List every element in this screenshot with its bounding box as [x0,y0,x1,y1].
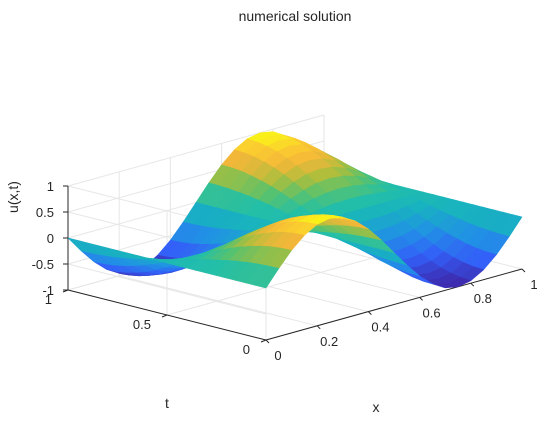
x-tick-mark [316,325,321,330]
z-axis-label: u(x,t) [5,181,21,213]
z-tick-label: 1 [47,179,54,194]
y-tick-label: 1 [45,292,52,307]
z-tick-label: -1 [42,283,54,298]
surface-patch [255,265,280,289]
x-tick-label: 0 [274,348,281,363]
x-tick-mark [521,268,526,273]
y-axis-label: t [165,395,169,411]
y-tick-label: 0 [243,342,250,357]
x-tick-label: 1 [530,277,537,292]
z-tick-label: 0.5 [36,205,54,220]
side-wall-grid-line [67,263,267,315]
surface [66,131,523,289]
x-tick-mark [368,311,372,315]
x-tick-label: 0.6 [423,305,441,320]
z-tick-label: 0 [47,231,54,246]
x-tick-mark [265,339,270,344]
x-axis-label: x [373,399,380,415]
x-axis-line [265,268,523,341]
y-tick-mark [161,314,168,318]
x-tick-label: 0.4 [371,320,389,335]
x-tick-mark [470,282,475,287]
z-tick-label: -0.5 [32,257,54,272]
back-wall-grid-line [67,114,325,187]
chart-title: numerical solution [239,8,352,24]
x-tick-label: 0.2 [320,334,338,349]
x-tick-label: 0.8 [474,291,492,306]
y-tick-label: 0.5 [133,317,151,332]
y-tick-mark [260,339,267,343]
x-tick-mark [419,297,423,301]
